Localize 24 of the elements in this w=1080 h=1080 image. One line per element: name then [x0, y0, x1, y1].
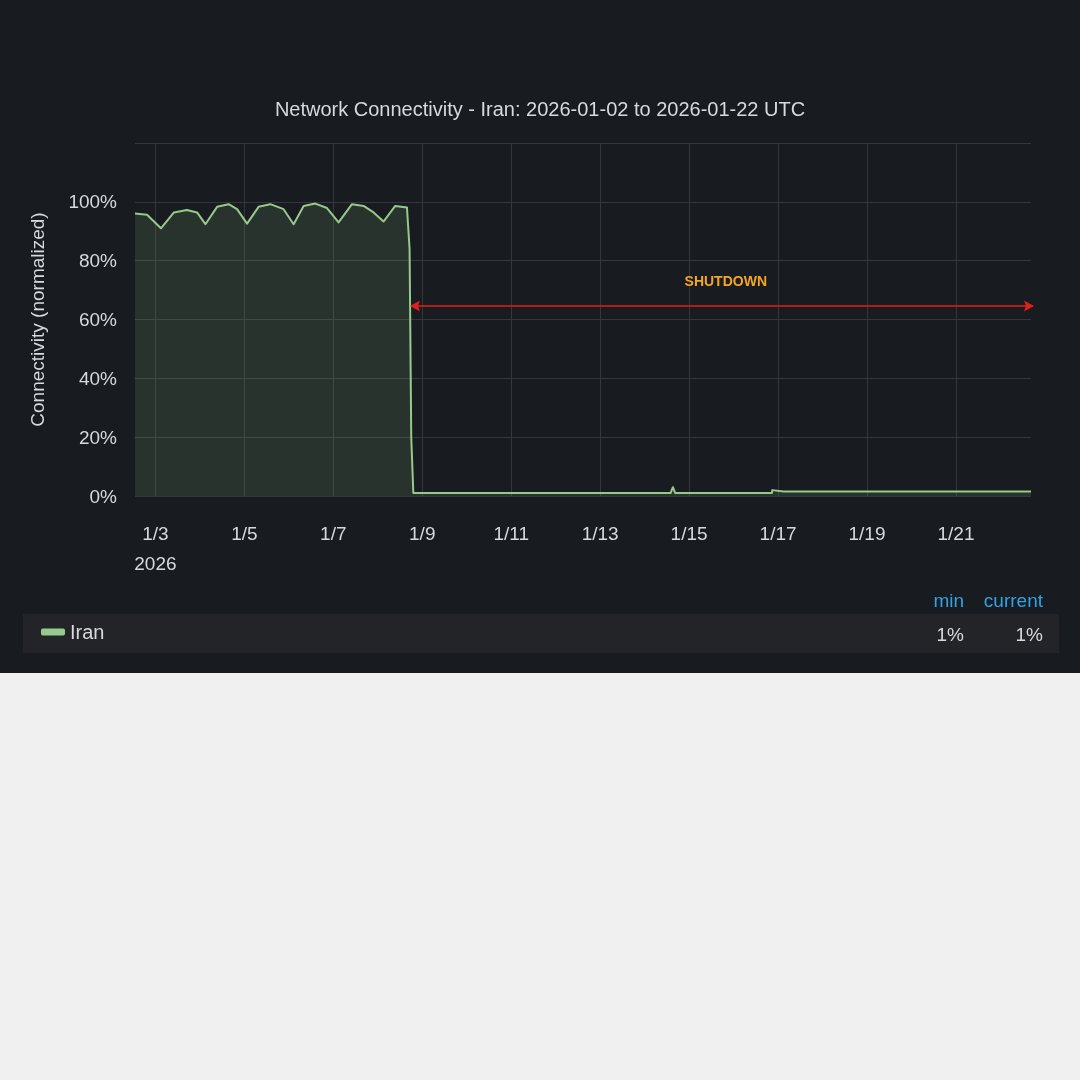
- x-tick-label: 1/19: [848, 522, 886, 544]
- x-tick-label: 1/5: [231, 522, 258, 544]
- x-tick-label: 1/17: [759, 522, 797, 544]
- y-tick-label: 40%: [78, 367, 118, 389]
- y-tick-label: 20%: [78, 426, 118, 448]
- chart-title: Network Connectivity - Iran: 2026-01-02 to 2026-01-22 UTC: [274, 98, 806, 120]
- legend-label: Iran: [70, 621, 105, 643]
- x-tick-label: 1/13: [581, 522, 619, 544]
- x-tick-label: 1/21: [937, 522, 975, 544]
- x-tick-label: 1/15: [670, 522, 708, 544]
- text: min: [933, 590, 964, 612]
- text: current: [983, 590, 1043, 612]
- text: 1%: [936, 624, 964, 646]
- x-tick-label: 1/11: [493, 522, 529, 544]
- y-axis-title: Connectivity (normalized): [27, 212, 48, 427]
- y-tick-label: 80%: [78, 250, 118, 272]
- text: 1%: [1015, 624, 1043, 646]
- x-tick-label: 1/7: [320, 522, 347, 544]
- y-tick-label: 0%: [89, 485, 118, 507]
- x-tick-label: 1/3 2026: [134, 522, 177, 574]
- annotation: SHUTDOWN: [684, 273, 767, 289]
- y-tick-label: 60%: [78, 309, 118, 330]
- x-tick-label: 1/9: [409, 522, 436, 544]
- y-tick-label: 100%: [68, 191, 118, 213]
